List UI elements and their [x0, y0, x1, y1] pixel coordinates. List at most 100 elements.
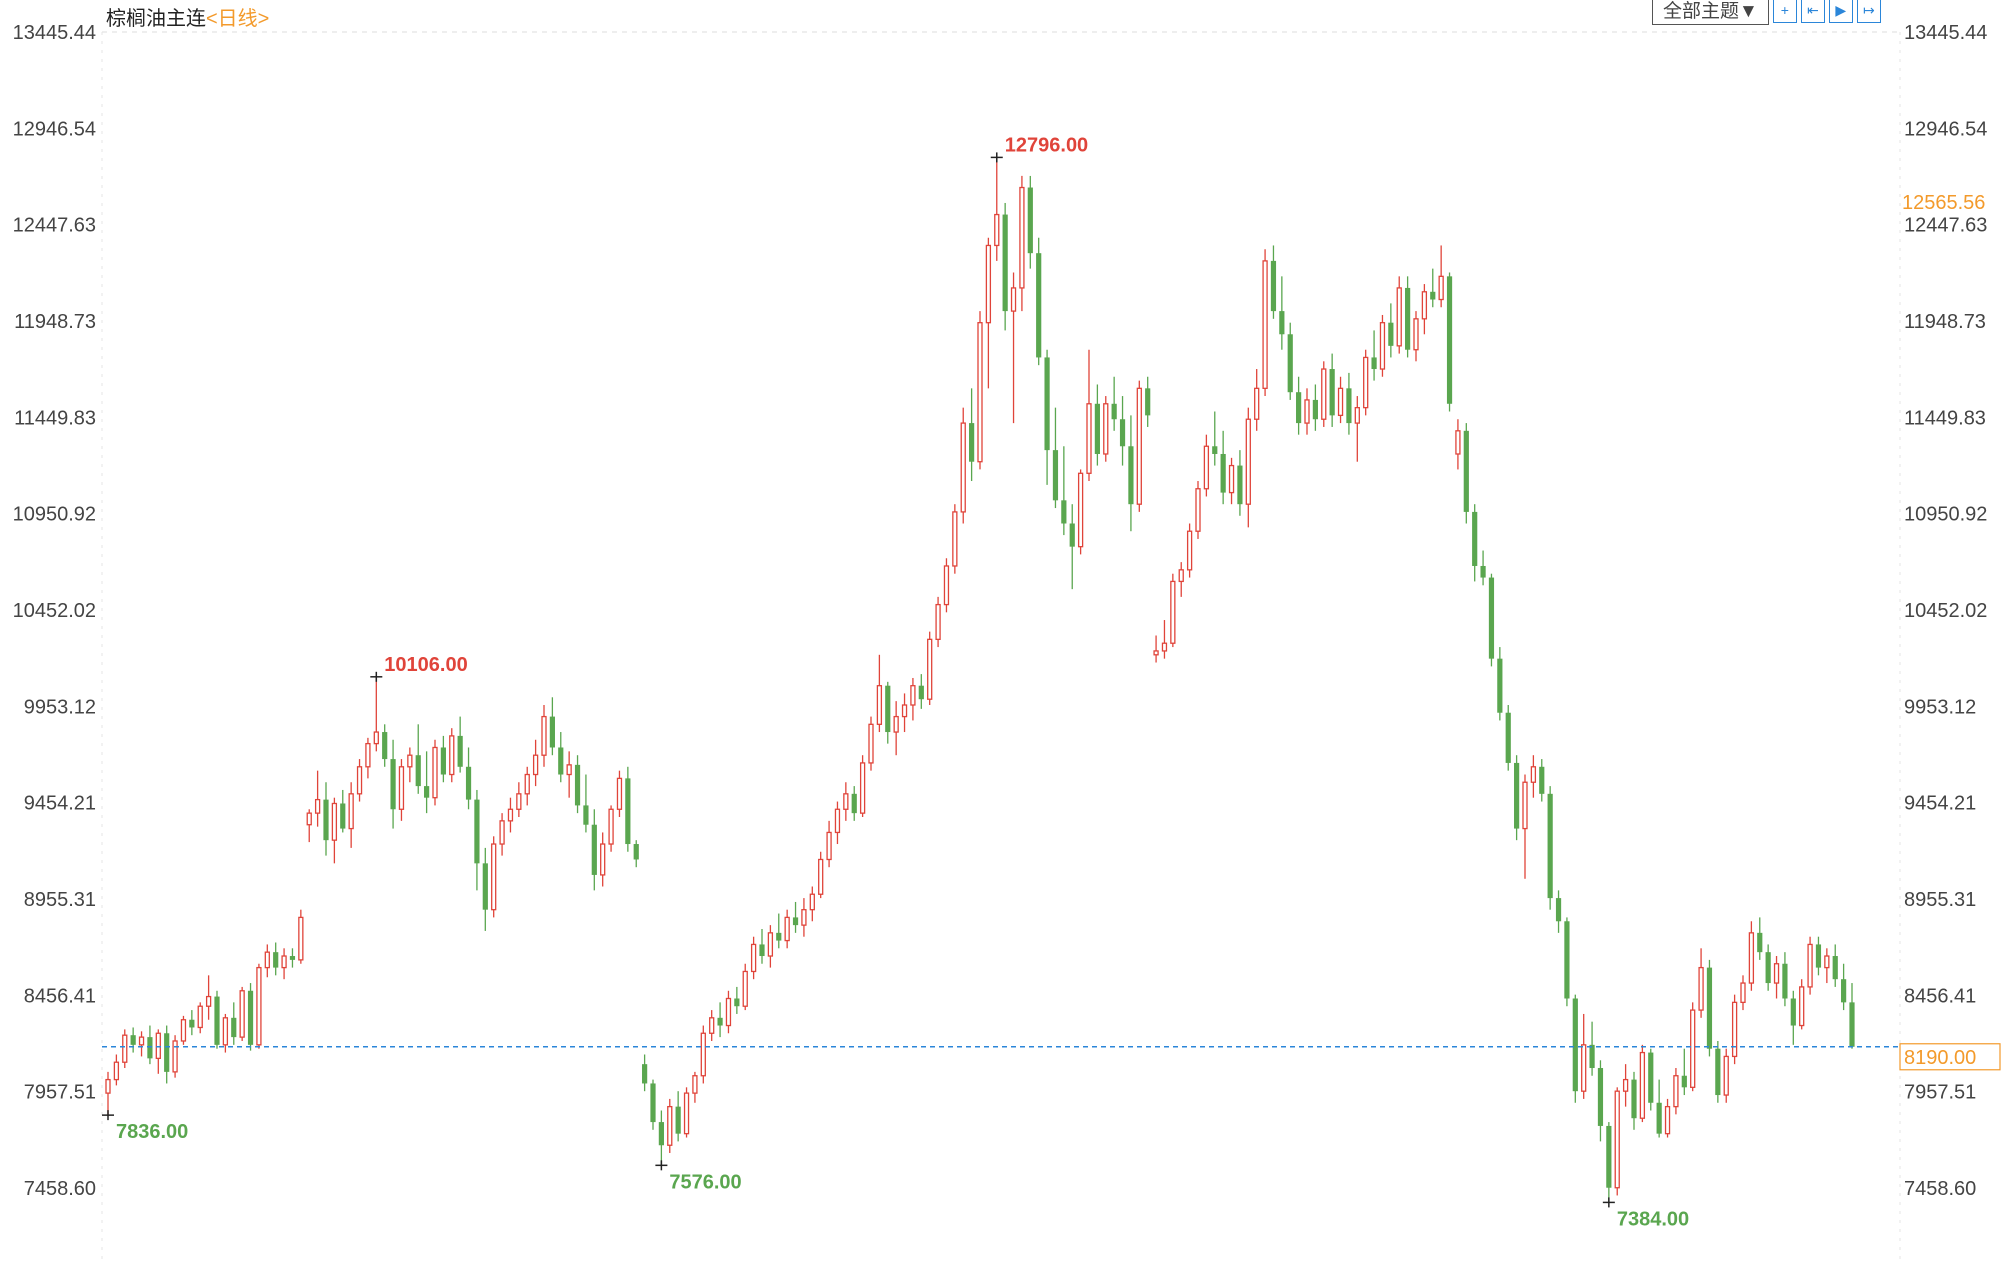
candle-body-down — [247, 990, 254, 1045]
candle-body-up — [784, 916, 790, 942]
candle-body-down — [1849, 1002, 1855, 1047]
candle-body-up — [834, 808, 841, 834]
chart-toolbar: 全部主题▼ + ⇤ ▶ ↦ — [1652, 0, 1881, 25]
y-tick-label-left: 9953.12 — [24, 696, 96, 718]
candle-body-up — [1723, 1055, 1729, 1096]
candle-body-up — [365, 742, 371, 768]
candle-body-up — [616, 777, 623, 810]
candle-body-up — [1438, 275, 1444, 301]
candle-body-down — [969, 423, 975, 462]
candle-body-up — [298, 916, 304, 961]
y-tick-label-right: 12447.63 — [1904, 215, 1987, 237]
y-tick-label-right: 12946.54 — [1904, 118, 1987, 140]
candle-body-down — [1027, 187, 1033, 254]
candle-body-down — [340, 803, 346, 829]
candle-body-down — [1094, 403, 1100, 454]
candle-body-down — [390, 759, 396, 810]
candle-body-down — [1061, 500, 1067, 524]
candle-body-up — [1136, 387, 1142, 505]
candle-body-up — [1664, 1105, 1671, 1135]
candle-body-down — [1648, 1052, 1654, 1103]
candle-body-up — [407, 754, 413, 768]
candle-body-down — [1371, 357, 1377, 370]
candle-body-up — [155, 1032, 161, 1060]
candle-body-down — [792, 917, 799, 926]
candle-body-down — [1388, 322, 1394, 346]
candle-body-down — [1555, 898, 1562, 922]
candle-body-down — [424, 786, 430, 798]
last-price-label: 8190.00 — [1904, 1047, 1976, 1069]
candle-body-down — [574, 764, 581, 806]
play-icon[interactable]: ▶ — [1828, 0, 1853, 23]
candle-body-down — [1296, 392, 1302, 424]
candle-body-up — [985, 244, 992, 324]
candle-body-up — [105, 1078, 111, 1094]
high-annotation: 10106.00 — [384, 654, 467, 676]
y-tick-label-right: 7458.60 — [1904, 1178, 1976, 1200]
candle-body-up — [868, 723, 874, 764]
candle-body-down — [1463, 430, 1469, 512]
candle-body-up — [943, 565, 950, 606]
y-tick-label-right: 10452.02 — [1904, 600, 1987, 622]
candle-body-up — [1178, 569, 1184, 583]
candle-body-down — [885, 685, 891, 733]
y-tick-label-left: 8955.31 — [24, 889, 96, 911]
candle-body-down — [1815, 944, 1822, 968]
candle-body-up — [491, 843, 497, 911]
last-price-box — [1899, 1043, 2001, 1071]
high-annotation: 12796.00 — [1005, 134, 1088, 156]
candle-body-down — [1145, 388, 1151, 416]
candle-body-down — [625, 778, 631, 845]
candle-body-up — [541, 715, 547, 756]
candle-body-up — [608, 808, 614, 845]
candle-body-down — [591, 824, 597, 875]
candle-body-down — [1430, 291, 1436, 300]
candle-body-up — [1799, 986, 1805, 1027]
candle-body-down — [1656, 1102, 1662, 1134]
candle-body-down — [1488, 577, 1495, 659]
candle-body-up — [843, 793, 849, 810]
exit-icon[interactable]: ↦ — [1856, 0, 1881, 23]
candle-body-up — [1254, 387, 1260, 420]
candle-body-down — [776, 932, 782, 941]
candle-body-down — [1782, 963, 1788, 999]
candle-body-down — [1564, 921, 1570, 999]
candle-body-up — [977, 322, 983, 463]
crosshair-icon[interactable]: + — [1772, 0, 1797, 23]
theme-select[interactable]: 全部主题▼ — [1652, 0, 1769, 25]
y-tick-label-right: 11948.73 — [1904, 311, 1986, 333]
y-tick-label-left: 7458.60 — [24, 1178, 96, 1200]
candle-body-down — [1715, 1048, 1721, 1096]
candle-body-up — [742, 970, 748, 1007]
candle-body-down — [1547, 793, 1553, 899]
candle-body-up — [331, 802, 338, 841]
candle-body-down — [164, 1033, 170, 1072]
candle-body-down — [1329, 369, 1335, 416]
candle-body-up — [1077, 472, 1084, 548]
candle-body-up — [1161, 642, 1168, 652]
candle-body-up — [859, 762, 866, 814]
candle-body-up — [767, 932, 774, 957]
low-annotation: 7836.00 — [116, 1121, 188, 1143]
candle-body-down — [1757, 932, 1763, 953]
candle-body-down — [650, 1083, 656, 1123]
candle-body-down — [1270, 260, 1277, 312]
candle-body-up — [667, 1105, 673, 1146]
candle-body-down — [289, 956, 296, 960]
candle-body-up — [566, 764, 572, 776]
candle-body-down — [1606, 1125, 1612, 1188]
y-tick-label-right: 8456.41 — [1904, 985, 1976, 1007]
y-tick-label-right: 11449.83 — [1904, 407, 1986, 429]
candle-body-down — [642, 1064, 648, 1084]
candle-body-down — [759, 944, 765, 957]
candle-body-up — [205, 995, 212, 1007]
y-tick-label-right: 8955.31 — [1904, 889, 1976, 911]
y-tick-label-left: 11449.83 — [14, 407, 96, 429]
candle-body-down — [1111, 403, 1117, 420]
candle-body-up — [1455, 430, 1461, 455]
candle-body-up — [1170, 580, 1176, 644]
period-label[interactable]: <日线> — [206, 8, 270, 30]
y-tick-label-right: 9454.21 — [1904, 793, 1976, 815]
zoom-range-icon[interactable]: ⇤ — [1800, 0, 1825, 23]
